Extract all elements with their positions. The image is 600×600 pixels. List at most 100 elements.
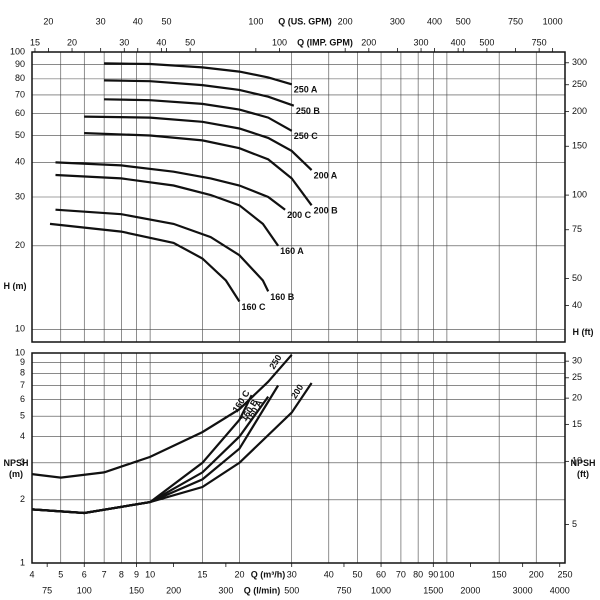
y-axis-label: H (m) [3, 281, 27, 291]
secondary-x-tick-label: 50 [185, 37, 195, 47]
y2-tick-label: 40 [572, 300, 582, 310]
y2-tick-label: 300 [572, 57, 587, 67]
x-tick-label: 200 [529, 569, 544, 579]
y2-tick-label: 5 [572, 519, 577, 529]
secondary-x-tick-label: 1000 [543, 16, 563, 26]
curve [31, 354, 293, 479]
x-tick-label: 80 [413, 569, 423, 579]
secondary-x-tick-label: 500 [479, 37, 494, 47]
y-tick-label: 8 [20, 368, 25, 378]
y2-axis-label: H (ft) [572, 327, 594, 337]
y2-tick-label: 100 [572, 189, 587, 199]
secondary-x-tick-label: 750 [508, 16, 523, 26]
curve-label: 160 B [270, 292, 295, 302]
curve [31, 382, 313, 515]
y2-tick-label: 15 [572, 419, 582, 429]
y-tick-label: 2 [20, 494, 25, 504]
x-tick-label: 70 [396, 569, 406, 579]
secondary-x-tick-label: 400 [451, 37, 466, 47]
y-tick-label: 4 [20, 431, 25, 441]
y2-tick-label: 10 [572, 456, 582, 466]
curve-label: 200 A [314, 171, 338, 181]
x-tick-label: 8 [119, 569, 124, 579]
x-axis-label: Q (m³/h) [251, 569, 286, 579]
y-tick-label: 10 [15, 347, 25, 357]
secondary-x-tick-label: 150 [129, 585, 144, 595]
curve [55, 208, 270, 292]
secondary-x-tick-label: 1500 [423, 585, 443, 595]
secondary-x-tick-label: 200 [166, 585, 181, 595]
secondary-x-tick-label: 3000 [513, 585, 533, 595]
curve-label: 200 C [287, 210, 312, 220]
secondary-x-label: Q (l/min) [244, 585, 281, 595]
y2-tick-label: 250 [572, 79, 587, 89]
y-tick-label: 10 [15, 324, 25, 334]
y-tick-label: 60 [15, 108, 25, 118]
secondary-x-tick-label: 1000 [371, 585, 391, 595]
y2-tick-label: 150 [572, 141, 587, 151]
secondary-x-label: Q (US. GPM) [278, 16, 332, 26]
curve-label: 250 A [294, 85, 318, 95]
secondary-x-tick-label: 40 [133, 16, 143, 26]
y-tick-label: 3 [20, 457, 25, 467]
y-tick-label: 9 [20, 357, 25, 367]
x-tick-label: 9 [134, 569, 139, 579]
y-tick-label: 80 [15, 73, 25, 83]
x-tick-label: 4 [29, 569, 34, 579]
curve [84, 132, 313, 206]
secondary-x-tick-label: 400 [427, 16, 442, 26]
secondary-x-tick-label: 100 [248, 16, 263, 26]
y-tick-label: 7 [20, 380, 25, 390]
curve [84, 115, 313, 171]
secondary-x-tick-label: 500 [456, 16, 471, 26]
x-tick-label: 5 [58, 569, 63, 579]
y-tick-label: 90 [15, 59, 25, 69]
x-tick-label: 50 [353, 569, 363, 579]
x-tick-label: 20 [234, 569, 244, 579]
y-axis-label: NPSH (m) [3, 458, 29, 479]
y-tick-label: 20 [15, 240, 25, 250]
plot-frame [31, 51, 566, 343]
curve [31, 394, 253, 515]
y-tick-label: 1 [20, 557, 25, 567]
secondary-x-tick-label: 300 [414, 37, 429, 47]
secondary-x-tick-label: 300 [218, 585, 233, 595]
x-tick-label: 150 [492, 569, 507, 579]
x-tick-label: 90 [428, 569, 438, 579]
secondary-x-tick-label: 50 [161, 16, 171, 26]
secondary-x-tick-label: 750 [532, 37, 547, 47]
curve [104, 62, 293, 86]
y-tick-label: 70 [15, 89, 25, 99]
x-tick-label: 30 [287, 569, 297, 579]
secondary-x-tick-label: 4000 [550, 585, 570, 595]
secondary-x-tick-label: 200 [361, 37, 376, 47]
x-tick-label: 7 [102, 569, 107, 579]
y-tick-label: 5 [20, 411, 25, 421]
y2-tick-label: 50 [572, 273, 582, 283]
x-tick-label: 250 [557, 569, 572, 579]
secondary-x-tick-label: 750 [336, 585, 351, 595]
curve-label: 250 B [296, 106, 321, 116]
secondary-x-tick-label: 20 [43, 16, 53, 26]
y2-tick-label: 200 [572, 106, 587, 116]
secondary-x-tick-label: 200 [338, 16, 353, 26]
secondary-x-tick-label: 500 [284, 585, 299, 595]
curve-label: 160 C [241, 302, 266, 312]
secondary-x-tick-label: 20 [67, 37, 77, 47]
x-tick-label: 60 [376, 569, 386, 579]
x-tick-label: 100 [439, 569, 454, 579]
secondary-x-tick-label: 2000 [460, 585, 480, 595]
y-tick-label: 40 [15, 157, 25, 167]
y-tick-label: 100 [10, 46, 25, 56]
secondary-x-tick-label: 75 [42, 585, 52, 595]
secondary-x-tick-label: 100 [77, 585, 92, 595]
plot-frame [31, 352, 566, 564]
x-tick-label: 10 [145, 569, 155, 579]
x-tick-label: 6 [82, 569, 87, 579]
y-tick-label: 30 [15, 191, 25, 201]
secondary-x-tick-label: 30 [119, 37, 129, 47]
secondary-x-label: Q (IMP. GPM) [297, 37, 353, 47]
x-tick-label: 15 [197, 569, 207, 579]
